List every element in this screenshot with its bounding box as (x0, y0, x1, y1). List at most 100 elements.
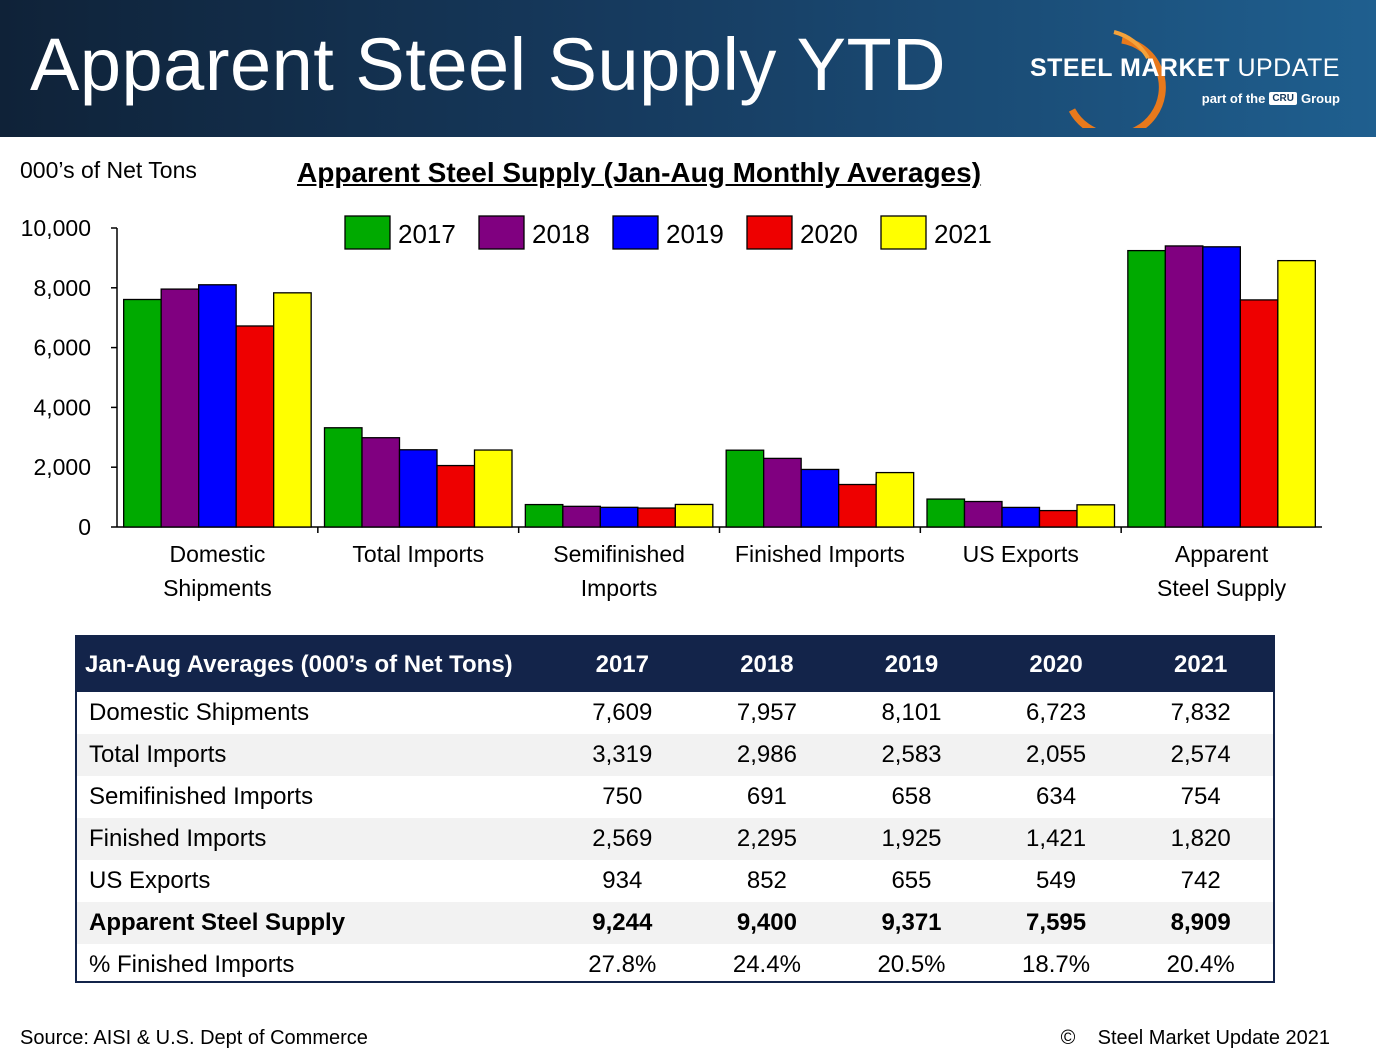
legend-swatch (746, 215, 793, 250)
logo-sub-before: part of the (1201, 91, 1266, 106)
y-tick-label: 4,000 (33, 394, 91, 420)
table-row: Finished Imports 2,569 2,295 1,925 1,421… (77, 818, 1273, 860)
table-cell: 20.4% (1166, 951, 1235, 978)
table-cell: 655 (891, 867, 932, 894)
bar (800, 468, 840, 528)
y-tick-label: 2,000 (33, 454, 91, 480)
page-title: Apparent Steel Supply YTD (30, 23, 947, 106)
bar (524, 503, 564, 528)
bar (674, 503, 714, 528)
bar (1202, 246, 1241, 528)
table-cell: 24.4% (732, 951, 801, 978)
table-cell: 9,244 (550, 902, 695, 944)
cru-badge: CRU (1269, 92, 1297, 105)
bar (763, 457, 802, 528)
x-category-label: Semifinished Imports (553, 541, 685, 601)
table-cell: 8,101 (881, 699, 942, 726)
bar (473, 449, 513, 528)
table-cell: 9,400 (694, 902, 840, 944)
x-category-label: Finished Imports (735, 541, 905, 567)
table-header-year: 2021 (1128, 637, 1273, 692)
legend-label: 2020 (800, 219, 858, 249)
y-tick-label: 0 (78, 514, 91, 540)
table-cell: 2,295 (694, 818, 840, 860)
table-cell: 852 (746, 867, 787, 894)
table-row-total: Apparent Steel Supply 9,244 9,400 9,371 … (77, 902, 1273, 944)
legend-label: 2017 (398, 219, 456, 249)
table-cell: 658 (891, 783, 932, 810)
bar (1239, 299, 1279, 528)
bar (562, 505, 601, 528)
y-axis-unit-label: 000’s of Net Tons (20, 157, 197, 183)
x-category-label: Apparent Steel Supply (1157, 541, 1287, 601)
bar (273, 292, 312, 528)
bar (235, 325, 275, 528)
bar-chart: 0 2,000 4,000 6,000 8,000 10,000 Domestic Shipm… (21, 215, 1322, 601)
bar (1277, 259, 1316, 528)
logo-subtitle: part of the CRU Group (1202, 91, 1340, 106)
copyright-note: © Steel Market Update 2021 (1060, 1027, 1330, 1049)
bar (838, 483, 877, 528)
bar (198, 284, 237, 528)
row-label: % Finished Imports (89, 951, 295, 978)
bar (323, 427, 363, 528)
table-cell: 18.7% (1022, 951, 1091, 978)
legend-swatch (880, 215, 927, 250)
bar (361, 437, 401, 528)
steel-market-update-logo: STEEL MARKET UPDATE part of the CRU Grou… (1010, 18, 1360, 128)
chart-title: Apparent Steel Supply (Jan-Aug Monthly A… (297, 157, 982, 188)
table-cell: 549 (1036, 867, 1077, 894)
data-table-container: Jan-Aug Averages (000’s of Net Tons) 201… (75, 635, 1275, 983)
bar (963, 500, 1003, 528)
legend-swatch (612, 215, 659, 250)
table-header-year: 2017 (550, 637, 695, 692)
table-cell: 7,595 (983, 902, 1129, 944)
row-label: Total Imports (77, 734, 550, 776)
bar (875, 471, 915, 528)
row-label: Semifinished Imports (89, 783, 314, 810)
bar (1127, 249, 1166, 528)
table-cell: 1,421 (983, 818, 1129, 860)
logo-name: STEEL MARKET UPDATE (1030, 54, 1340, 83)
bar (725, 449, 765, 528)
table-cell: 8,909 (1128, 902, 1273, 944)
logo-name-bold: STEEL MARKET (1029, 54, 1230, 82)
x-category-label-line: Steel Supply (1157, 575, 1287, 601)
data-table: Jan-Aug Averages (000’s of Net Tons) 201… (77, 637, 1273, 986)
bar (637, 507, 676, 528)
x-category-label-line: Imports (581, 575, 658, 601)
x-category-label: Total Imports (352, 541, 484, 567)
table-cell: 27.8% (588, 951, 657, 978)
table-cell: 1,820 (1128, 818, 1273, 860)
table-header-label: Jan-Aug Averages (000’s of Net Tons) (77, 637, 550, 692)
x-category-label-line: Total Imports (352, 541, 484, 567)
x-category-label: US Exports (963, 541, 1079, 567)
table-row: % Finished Imports 27.8% 24.4% 20.5% 18.… (77, 944, 1273, 986)
table-row: Domestic Shipments 7,609 7,957 8,101 6,7… (77, 692, 1273, 734)
row-label: Domestic Shipments (89, 699, 310, 726)
x-category-label: Domestic Shipments (163, 541, 272, 601)
table-cell: 754 (1180, 783, 1221, 810)
legend-label: 2021 (934, 219, 992, 249)
table-cell: 7,957 (736, 699, 797, 726)
y-tick-label: 6,000 (33, 335, 91, 361)
table-cell: 7,832 (1170, 699, 1231, 726)
table-header-year: 2018 (694, 637, 840, 692)
table-cell: 634 (1036, 783, 1077, 810)
x-category-label-line: US Exports (963, 541, 1079, 567)
table-row: US Exports 934 852 655 549 742 (77, 860, 1273, 902)
table-cell: 691 (746, 783, 787, 810)
bar (1001, 506, 1041, 528)
bar (599, 506, 639, 528)
bar (1164, 245, 1204, 528)
bar (1076, 504, 1116, 528)
bar (436, 464, 476, 528)
legend-swatch (344, 215, 391, 250)
bar (123, 298, 162, 528)
legend-label: 2018 (532, 219, 590, 249)
bar (160, 288, 200, 528)
logo-sub-after: Group (1301, 91, 1340, 106)
table-cell: 7,609 (592, 699, 653, 726)
table-header-row: Jan-Aug Averages (000’s of Net Tons) 201… (77, 637, 1273, 692)
logo-name-thin: UPDATE (1237, 54, 1340, 82)
